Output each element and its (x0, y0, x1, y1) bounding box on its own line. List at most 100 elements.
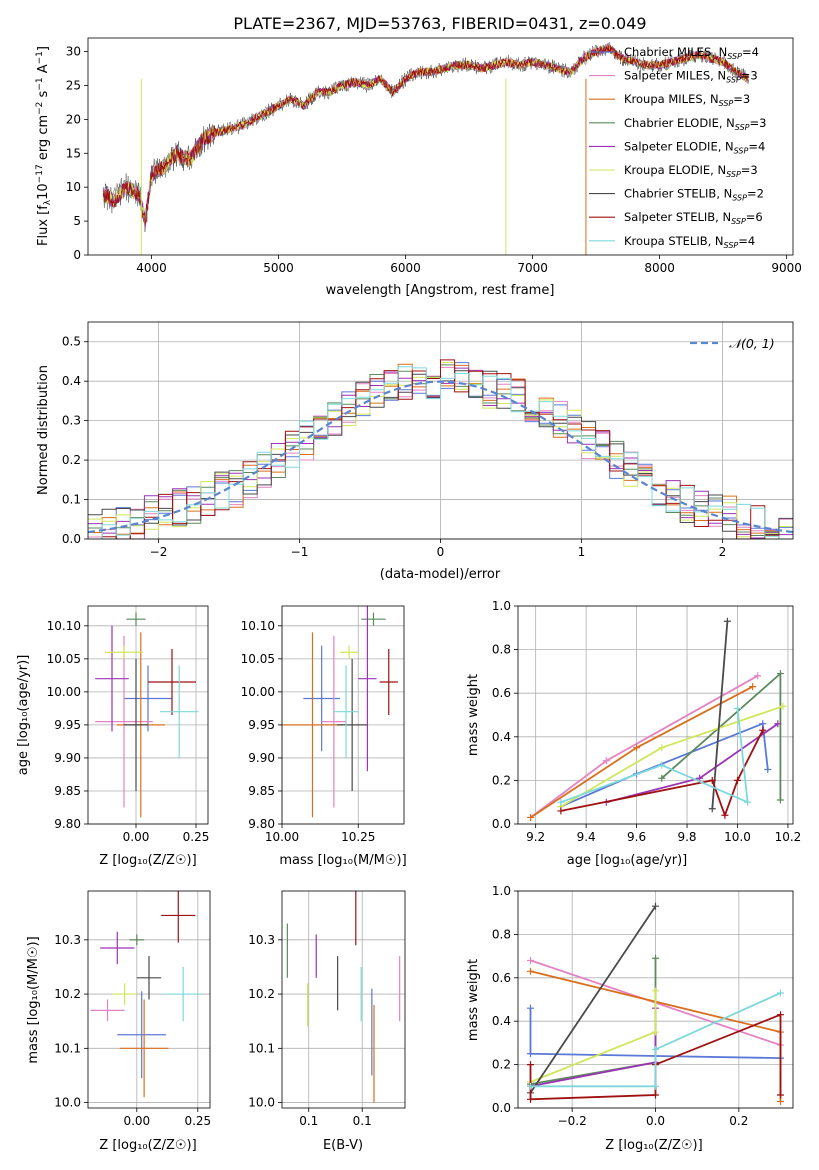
mass-weight-lines (527, 902, 784, 1105)
x-tick-label: 6000 (390, 261, 421, 275)
mass-weight-marker (527, 813, 535, 821)
errorbars (286, 891, 401, 1103)
axes-frame (87, 321, 794, 540)
errorbars (90, 891, 203, 1098)
mass-weight-marker (652, 1028, 659, 1036)
x-tick-label: 0 (437, 545, 445, 559)
mass-weight-marker (527, 1082, 534, 1090)
y-tick-label: 1.0 (492, 599, 511, 613)
y-tick-label: 5 (73, 214, 81, 228)
mass-weight-series (711, 621, 729, 809)
y-tick-label: 0.6 (492, 686, 511, 700)
y-tick-label: 9.85 (54, 784, 81, 798)
y-tick-label: 10.10 (241, 619, 275, 633)
histogram-panel: −2 −1 0 1 2 0.0 0.1 0.2 0.3 0.4 0.5 𝒩(0, 1) (62, 321, 794, 559)
x-tick-label: 4000 (136, 261, 167, 275)
y-tick-label: 0.2 (492, 1058, 511, 1072)
y-tick-label: 0.6 (492, 971, 511, 985)
y-tick-label: 9.85 (248, 784, 275, 798)
x-tick-label: 9000 (771, 261, 802, 275)
x-tick-label: 9.2 (526, 830, 545, 844)
x-tick-label: 9.4 (577, 830, 596, 844)
errorbars (95, 612, 199, 818)
axes-frame (87, 605, 209, 825)
histogram-steps (88, 359, 793, 539)
y-tick-label: 0 (73, 248, 81, 262)
mass-weight-marker (633, 744, 641, 752)
y-tick-label: 0.2 (492, 773, 511, 787)
histogram-y-label: Normed distribution (36, 365, 51, 495)
axes-frame (87, 37, 794, 256)
y-tick-label: 20 (66, 112, 81, 126)
mass-weight-marker (776, 670, 784, 678)
y-tick-label: 0.4 (492, 730, 511, 744)
mass-weight-marker (708, 805, 716, 813)
y-tick-label: 10.2 (248, 987, 275, 1001)
mass-weight-marker (527, 967, 534, 975)
spectrum-x-label: wavelength [Angstrom, rest frame] (326, 283, 555, 298)
x-tick-label: 9.6 (627, 830, 646, 844)
y-tick-label: 10.3 (248, 933, 275, 947)
age-vs-metallicity-panel: 0.00 0.25 9.80 9.85 9.90 9.95 10.00 10.05 10.10 (47, 605, 210, 844)
y-tick-label: 10 (66, 180, 81, 194)
mass-weight-marker (602, 757, 610, 765)
mass-weight-marker (744, 798, 752, 806)
y-tick-label: 10.10 (47, 619, 81, 633)
mass-weight-marker (658, 744, 666, 752)
y-tick-label: 30 (66, 45, 81, 59)
y-tick-label: 0.4 (492, 1014, 511, 1028)
age-y-label: age [log₁₀(age/yr)] (16, 655, 31, 776)
legend-entry: Kroupa MILES, NSSP=3 (624, 92, 750, 108)
y-tick-label: 0.8 (492, 643, 511, 657)
mass-weight-marker (777, 989, 784, 997)
legend-entry: Salpeter MILES, NSSP=3 (624, 69, 758, 85)
mass-weight-vs-age-panel: 9.2 9.4 9.6 9.8 10.0 10.2 0.0 0.2 0.4 0.6 0.8 1.0 (492, 599, 801, 844)
x-tick-label: 9.8 (677, 830, 696, 844)
mass-weight-series (560, 708, 749, 804)
ebv-x-label: E(B-V) (323, 1138, 363, 1153)
mass-weight-marker (777, 1097, 784, 1105)
x-tick-label: 0.00 (123, 830, 150, 844)
x-tick-label: 8000 (644, 261, 675, 275)
y-tick-label: 10.2 (54, 987, 81, 1001)
y-tick-label: 10.3 (54, 933, 81, 947)
mass-weight-marker (759, 726, 767, 734)
axes-frame (87, 890, 211, 1109)
y-tick-label: 0.2 (62, 453, 81, 467)
age-x-label-2: age [log₁₀(age/yr)] (567, 853, 688, 868)
age-vs-mass-panel: 10.00 10.25 9.80 9.85 9.90 9.95 10.00 10.05 10.1… (241, 605, 405, 844)
normal-curve (87, 380, 794, 534)
y-tick-label: 0.4 (62, 374, 81, 388)
z-x-label-1: Z [log₁₀(Z/Z☉)] (99, 853, 196, 868)
x-tick-label: −0.2 (558, 1114, 587, 1128)
mass-weight-marker (733, 704, 741, 712)
y-tick-label: 10.1 (54, 1041, 81, 1055)
mass-weight-series (560, 722, 769, 808)
legend-entry: Salpeter ELODIE, NSSP=4 (624, 139, 765, 155)
mass-weight-marker (764, 766, 772, 773)
mass-weight-series (529, 905, 657, 1094)
y-tick-label: 25 (66, 78, 81, 92)
x-tick-label: 0.25 (183, 830, 210, 844)
x-tick-label: 7000 (517, 261, 548, 275)
mass-weight-marker (527, 956, 534, 964)
x-tick-label: −1 (291, 545, 309, 559)
x-tick-label: 0.2 (729, 1114, 748, 1128)
y-tick-label: 10.05 (241, 652, 275, 666)
histogram-series (88, 366, 793, 539)
x-tick-label: 0.1 (353, 1114, 372, 1128)
mass-weight-marker (527, 1095, 534, 1103)
mass-vs-metallicity-panel: 0.00 0.25 10.0 10.1 10.2 10.3 (54, 890, 211, 1128)
y-tick-label: 10.1 (248, 1041, 275, 1055)
axes-frame (517, 890, 794, 1109)
x-tick-label: 1 (578, 545, 586, 559)
mass-weight-y-label-1: mass weight (466, 674, 481, 756)
y-tick-label: 9.80 (248, 817, 275, 831)
mass-weight-marker (557, 798, 565, 806)
x-tick-label: 0.00 (123, 1114, 150, 1128)
mass-weight-marker (527, 1050, 534, 1058)
mass-weight-marker (749, 683, 757, 691)
figure-title: PLATE=2367, MJD=53763, FIBERID=0431, z=0… (233, 14, 646, 33)
mass-weight-marker (774, 720, 782, 728)
